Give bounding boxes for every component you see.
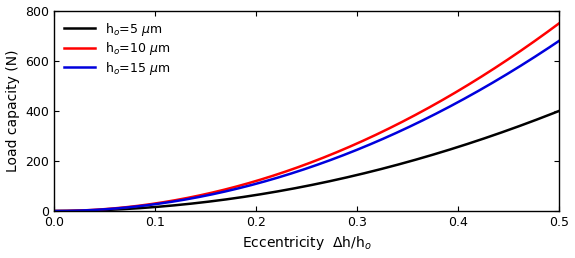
h$_o$=5 $\mu$m	[51, 209, 58, 213]
h$_o$=15 $\mu$m	[290, 171, 297, 174]
h$_o$=15 $\mu$m	[544, 47, 551, 50]
h$_o$=5 $\mu$m	[324, 180, 331, 183]
h$_o$=5 $\mu$m	[556, 109, 563, 112]
Line: h$_o$=5 $\mu$m: h$_o$=5 $\mu$m	[54, 111, 559, 211]
h$_o$=5 $\mu$m	[290, 187, 297, 190]
h$_o$=10 $\mu$m	[294, 166, 301, 169]
Line: h$_o$=10 $\mu$m: h$_o$=10 $\mu$m	[54, 23, 559, 211]
h$_o$=15 $\mu$m	[351, 149, 358, 152]
Line: h$_o$=15 $\mu$m: h$_o$=15 $\mu$m	[54, 41, 559, 211]
h$_o$=10 $\mu$m	[324, 155, 331, 158]
h$_o$=5 $\mu$m	[351, 174, 358, 177]
h$_o$=10 $\mu$m	[465, 83, 471, 86]
h$_o$=5 $\mu$m	[294, 186, 301, 189]
h$_o$=10 $\mu$m	[290, 167, 297, 170]
h$_o$=10 $\mu$m	[51, 209, 58, 213]
h$_o$=10 $\mu$m	[351, 143, 358, 146]
h$_o$=15 $\mu$m	[556, 39, 563, 42]
h$_o$=15 $\mu$m	[465, 95, 471, 98]
h$_o$=15 $\mu$m	[51, 209, 58, 213]
h$_o$=10 $\mu$m	[556, 21, 563, 25]
h$_o$=15 $\mu$m	[324, 160, 331, 163]
Y-axis label: Load capacity (N): Load capacity (N)	[6, 50, 20, 172]
h$_o$=5 $\mu$m	[544, 114, 551, 117]
h$_o$=10 $\mu$m	[544, 30, 551, 34]
X-axis label: Eccentricity  $\Delta$h/h$_o$: Eccentricity $\Delta$h/h$_o$	[242, 235, 371, 252]
h$_o$=5 $\mu$m	[465, 142, 471, 145]
h$_o$=15 $\mu$m	[294, 170, 301, 173]
Legend: h$_o$=5 $\mu$m, h$_o$=10 $\mu$m, h$_o$=15 $\mu$m: h$_o$=5 $\mu$m, h$_o$=10 $\mu$m, h$_o$=1…	[60, 17, 174, 80]
